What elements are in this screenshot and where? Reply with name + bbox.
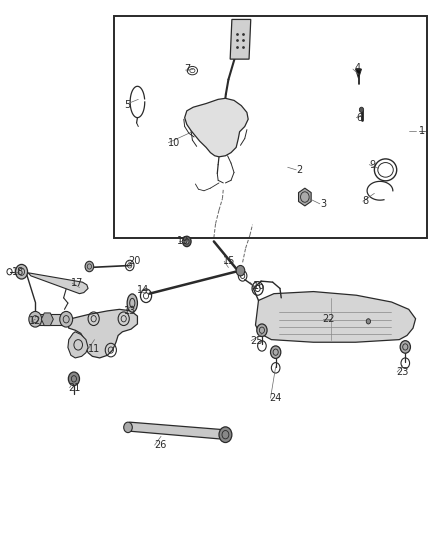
Text: 23: 23 xyxy=(396,367,408,377)
Text: 19: 19 xyxy=(177,237,190,246)
Text: 24: 24 xyxy=(270,393,282,403)
Text: 20: 20 xyxy=(128,256,140,266)
Text: 11: 11 xyxy=(88,344,100,354)
Circle shape xyxy=(15,264,28,279)
Ellipse shape xyxy=(127,294,138,312)
Bar xyxy=(114,16,427,238)
Polygon shape xyxy=(185,98,248,157)
Text: 1: 1 xyxy=(419,126,425,136)
Circle shape xyxy=(124,422,132,433)
Text: 7: 7 xyxy=(185,64,191,74)
Text: 8: 8 xyxy=(363,196,369,206)
Polygon shape xyxy=(255,292,416,342)
Text: 6: 6 xyxy=(357,112,363,123)
Text: 3: 3 xyxy=(320,199,326,209)
Circle shape xyxy=(60,311,73,327)
Text: 18: 18 xyxy=(12,266,25,277)
Text: 22: 22 xyxy=(322,314,335,324)
Bar xyxy=(35,313,66,325)
Text: 9: 9 xyxy=(369,160,375,169)
Polygon shape xyxy=(299,188,311,206)
Text: 26: 26 xyxy=(154,440,166,450)
Circle shape xyxy=(359,107,364,112)
Circle shape xyxy=(366,319,371,324)
Circle shape xyxy=(236,265,245,276)
Text: 13: 13 xyxy=(124,306,136,316)
Text: 4: 4 xyxy=(354,63,360,73)
Circle shape xyxy=(29,311,42,327)
Circle shape xyxy=(183,236,191,247)
Polygon shape xyxy=(28,273,88,294)
Circle shape xyxy=(271,346,281,358)
Circle shape xyxy=(68,372,80,385)
Polygon shape xyxy=(68,309,138,358)
Polygon shape xyxy=(230,19,251,59)
Text: 2: 2 xyxy=(296,165,303,175)
Text: 16: 16 xyxy=(253,281,265,292)
Polygon shape xyxy=(127,422,228,439)
Polygon shape xyxy=(356,69,361,78)
Circle shape xyxy=(400,341,410,353)
Circle shape xyxy=(185,239,189,244)
Text: 14: 14 xyxy=(138,285,150,295)
Circle shape xyxy=(257,324,267,336)
Circle shape xyxy=(219,427,232,442)
Text: 25: 25 xyxy=(250,336,262,346)
Text: 5: 5 xyxy=(124,100,130,110)
Text: 10: 10 xyxy=(167,138,180,148)
Text: 12: 12 xyxy=(29,317,42,326)
Polygon shape xyxy=(41,313,53,326)
Text: 17: 17 xyxy=(71,278,83,288)
Circle shape xyxy=(85,261,94,272)
Polygon shape xyxy=(68,332,88,358)
Text: 15: 15 xyxy=(223,256,236,266)
Text: 21: 21 xyxy=(68,383,80,393)
